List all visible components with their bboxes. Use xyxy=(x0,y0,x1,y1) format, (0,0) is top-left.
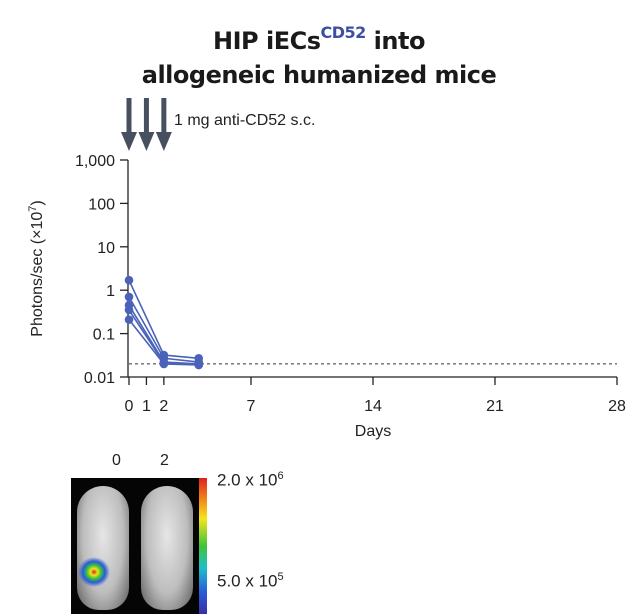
image-day-label-0: 0 xyxy=(112,452,121,469)
series-line-1 xyxy=(128,279,199,360)
treatment-annotation: 1 mg anti-CD52 s.c. xyxy=(174,112,315,129)
colorbar-min-label: 5.0 x 105 xyxy=(217,571,284,591)
x-tick-label: 28 xyxy=(608,398,626,415)
x-tick-label: 7 xyxy=(247,398,256,415)
x-tick-label: 1 xyxy=(142,398,151,415)
title-prefix: HIP iECs xyxy=(213,27,321,55)
image-day-label-2: 2 xyxy=(160,452,169,469)
y-axis-label: Photons/sec (×107) xyxy=(27,200,46,336)
y-tick-label: 0.01 xyxy=(84,370,115,387)
colorbar-max-label: 2.0 x 106 xyxy=(217,470,284,490)
bioluminescence-signal xyxy=(78,557,110,587)
mouse-image-day-0 xyxy=(71,478,135,614)
data-point xyxy=(124,292,134,302)
treatment-arrow-head xyxy=(121,132,137,151)
title-suffix: into xyxy=(365,27,426,55)
data-point xyxy=(194,360,204,370)
treatment-arrow-shaft xyxy=(143,98,149,136)
y-tick-label: 1 xyxy=(106,283,115,300)
treatment-arrow-shaft xyxy=(126,98,132,136)
y-tick-label: 10 xyxy=(97,240,115,257)
x-tick-label: 21 xyxy=(486,398,504,415)
data-point xyxy=(124,275,134,285)
x-tick-label: 2 xyxy=(159,398,168,415)
y-tick-label: 1,000 xyxy=(75,153,115,170)
data-point xyxy=(124,305,134,315)
x-tick-label: 14 xyxy=(364,398,382,415)
treatment-arrow-head xyxy=(155,132,172,151)
treatment-arrow-shaft xyxy=(161,98,167,136)
x-axis-label: Days xyxy=(355,423,391,440)
x-tick-label: 0 xyxy=(125,398,134,415)
mouse-body-day-0 xyxy=(77,486,129,610)
y-tick-label: 0.1 xyxy=(93,327,115,344)
colorbar xyxy=(199,478,207,614)
chart-title: HIP iECsCD52 into allogeneic humanized m… xyxy=(0,18,638,92)
data-point xyxy=(159,359,169,369)
mouse-body-day-2 xyxy=(141,486,193,610)
mouse-image-day-2 xyxy=(135,478,199,614)
data-point xyxy=(124,315,134,324)
treatment-arrow-head xyxy=(138,132,155,151)
title-line-2: allogeneic humanized mice xyxy=(141,61,497,89)
title-superscript: CD52 xyxy=(320,23,367,42)
title-line-1: HIP iECsCD52 into xyxy=(0,18,638,58)
y-tick-label: 100 xyxy=(88,196,115,213)
